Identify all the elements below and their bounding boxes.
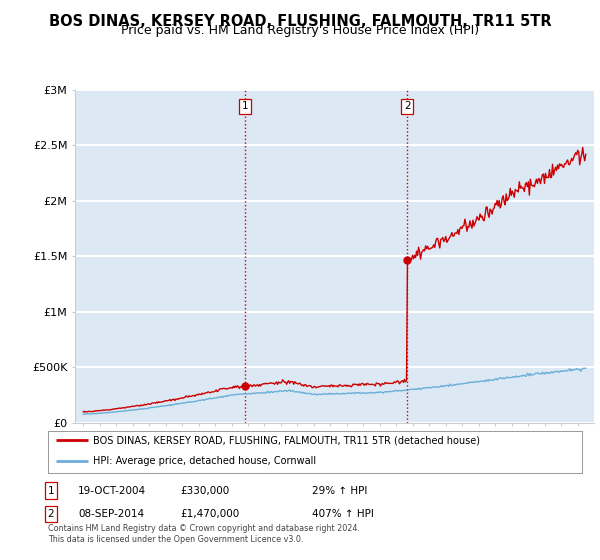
Text: BOS DINAS, KERSEY ROAD, FLUSHING, FALMOUTH, TR11 5TR (detached house): BOS DINAS, KERSEY ROAD, FLUSHING, FALMOU… xyxy=(94,436,481,445)
Text: Contains HM Land Registry data © Crown copyright and database right 2024.: Contains HM Land Registry data © Crown c… xyxy=(48,524,360,533)
Text: 2: 2 xyxy=(404,101,410,111)
Text: HPI: Average price, detached house, Cornwall: HPI: Average price, detached house, Corn… xyxy=(94,456,317,466)
Text: 2: 2 xyxy=(47,509,55,519)
Text: 29% ↑ HPI: 29% ↑ HPI xyxy=(312,486,367,496)
Text: £330,000: £330,000 xyxy=(180,486,229,496)
Text: 08-SEP-2014: 08-SEP-2014 xyxy=(78,509,144,519)
Text: BOS DINAS, KERSEY ROAD, FLUSHING, FALMOUTH, TR11 5TR: BOS DINAS, KERSEY ROAD, FLUSHING, FALMOU… xyxy=(49,14,551,29)
Text: 19-OCT-2004: 19-OCT-2004 xyxy=(78,486,146,496)
Text: 407% ↑ HPI: 407% ↑ HPI xyxy=(312,509,374,519)
Text: 1: 1 xyxy=(47,486,55,496)
Text: Price paid vs. HM Land Registry's House Price Index (HPI): Price paid vs. HM Land Registry's House … xyxy=(121,24,479,37)
Text: This data is licensed under the Open Government Licence v3.0.: This data is licensed under the Open Gov… xyxy=(48,535,304,544)
Text: 1: 1 xyxy=(241,101,248,111)
Text: £1,470,000: £1,470,000 xyxy=(180,509,239,519)
